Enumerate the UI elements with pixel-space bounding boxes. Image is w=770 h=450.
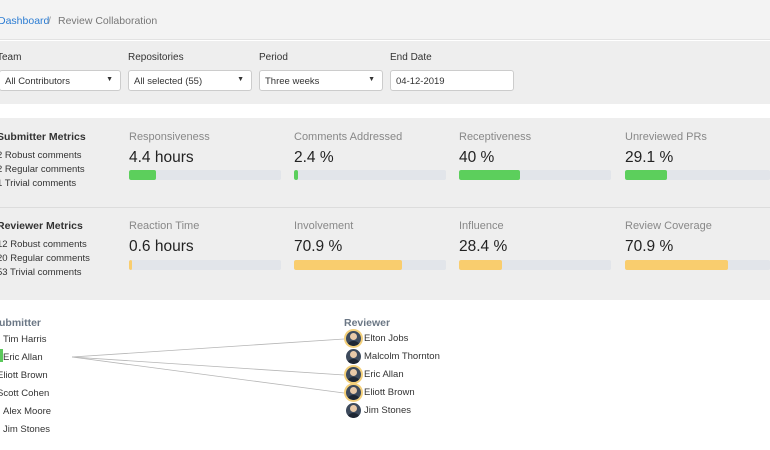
collaboration-link xyxy=(71,356,345,376)
submitter-robust-comments: 2 Robust comments xyxy=(0,150,82,161)
caret-down-icon: ▼ xyxy=(237,76,244,83)
reviewer-metrics-title: Reviewer Metrics xyxy=(0,220,83,232)
submitter-item[interactable]: Eliott Brown xyxy=(0,370,48,381)
team-select[interactable]: All Contributors ▼ xyxy=(0,70,121,91)
caret-down-icon: ▼ xyxy=(106,76,113,83)
involvement-label: Involvement xyxy=(294,220,354,232)
involvement-bar-fill xyxy=(294,260,402,270)
reviewer-robust-comments: 12 Robust comments xyxy=(0,239,87,250)
comments-addressed-bar xyxy=(294,170,446,180)
reviewer-trivial-comments: 53 Trivial comments xyxy=(0,267,82,278)
responsiveness-label: Responsiveness xyxy=(129,131,210,143)
metrics-panel: Submitter Metrics 2 Robust comments 2 Re… xyxy=(0,118,770,300)
submitter-item[interactable]: Jim Stones xyxy=(3,424,50,435)
comments-addressed-value: 2.4 % xyxy=(294,149,334,166)
influence-value: 28.4 % xyxy=(459,238,508,255)
submitter-item[interactable]: Tim Harris xyxy=(3,334,47,345)
reviewer-name: Eric Allan xyxy=(364,369,404,380)
reviewer-name: Eliott Brown xyxy=(364,387,415,398)
team-label: Team xyxy=(0,52,22,63)
period-select-value: Three weeks xyxy=(265,76,320,87)
submitter-item-selected[interactable]: Eric Allan xyxy=(3,352,43,363)
period-select[interactable]: Three weeks ▼ xyxy=(259,70,383,91)
repositories-label: Repositories xyxy=(128,52,184,63)
responsiveness-bar xyxy=(129,170,281,180)
avatar xyxy=(346,403,361,418)
breadcrumb: Dashboard / Review Collaboration xyxy=(0,0,770,40)
breadcrumb-separator: / xyxy=(48,15,51,27)
repositories-select-value: All selected (55) xyxy=(134,76,203,87)
influence-label: Influence xyxy=(459,220,504,232)
collaboration-link xyxy=(71,338,345,358)
metrics-divider xyxy=(0,207,770,208)
influence-bar xyxy=(459,260,611,270)
involvement-bar xyxy=(294,260,446,270)
receptiveness-value: 40 % xyxy=(459,149,495,166)
period-label: Period xyxy=(259,52,288,63)
filter-panel: Team All Contributors ▼ Repositories All… xyxy=(0,41,770,104)
unreviewed-prs-bar-fill xyxy=(625,170,668,180)
reviewer-name: Jim Stones xyxy=(364,405,411,416)
submitter-metrics-title: Submitter Metrics xyxy=(0,131,86,143)
unreviewed-prs-bar xyxy=(625,170,770,180)
avatar xyxy=(346,367,361,382)
end-date-value: 04-12-2019 xyxy=(396,76,445,87)
review-coverage-bar xyxy=(625,260,770,270)
unreviewed-prs-value: 29.1 % xyxy=(625,149,674,166)
receptiveness-bar-fill xyxy=(459,170,520,180)
unreviewed-prs-label: Unreviewed PRs xyxy=(625,131,707,143)
reviewer-regular-comments: 20 Regular comments xyxy=(0,253,90,264)
review-coverage-label: Review Coverage xyxy=(625,220,712,232)
submitter-regular-comments: 2 Regular comments xyxy=(0,164,85,175)
responsiveness-value: 4.4 hours xyxy=(129,149,194,166)
reaction-time-bar-fill xyxy=(129,260,133,270)
submitter-column-header: Submitter xyxy=(0,317,42,329)
reviewer-name: Elton Jobs xyxy=(364,333,409,344)
avatar xyxy=(346,385,361,400)
reaction-time-value: 0.6 hours xyxy=(129,238,194,255)
receptiveness-label: Receptiveness xyxy=(459,131,532,143)
collaboration-link xyxy=(71,356,345,394)
avatar xyxy=(346,349,361,364)
reaction-time-label: Reaction Time xyxy=(129,220,200,232)
responsiveness-bar-fill xyxy=(129,170,157,180)
comments-addressed-label: Comments Addressed xyxy=(294,131,403,143)
submitter-item[interactable]: Alex Moore xyxy=(3,406,52,417)
receptiveness-bar xyxy=(459,170,611,180)
submitter-item[interactable]: Scott Cohen xyxy=(0,388,50,399)
review-coverage-bar-fill xyxy=(625,260,728,270)
breadcrumb-dashboard-link[interactable]: Dashboard xyxy=(0,15,50,27)
end-date-input[interactable]: 04-12-2019 xyxy=(390,70,514,91)
repositories-select[interactable]: All selected (55) ▼ xyxy=(128,70,252,91)
reviewer-name: Malcolm Thornton xyxy=(364,351,440,362)
reaction-time-bar xyxy=(129,260,281,270)
avatar xyxy=(346,331,361,346)
caret-down-icon: ▼ xyxy=(368,76,375,83)
comments-addressed-bar-fill xyxy=(294,170,298,180)
review-coverage-value: 70.9 % xyxy=(625,238,674,255)
team-select-value: All Contributors xyxy=(5,76,70,87)
end-date-label: End Date xyxy=(390,52,432,63)
reviewer-column-header: Reviewer xyxy=(344,317,391,329)
breadcrumb-current: Review Collaboration xyxy=(58,15,158,27)
selected-submitter-marker xyxy=(0,349,3,362)
involvement-value: 70.9 % xyxy=(294,238,343,255)
submitter-trivial-comments: 1 Trivial comments xyxy=(0,178,77,189)
influence-bar-fill xyxy=(459,260,503,270)
